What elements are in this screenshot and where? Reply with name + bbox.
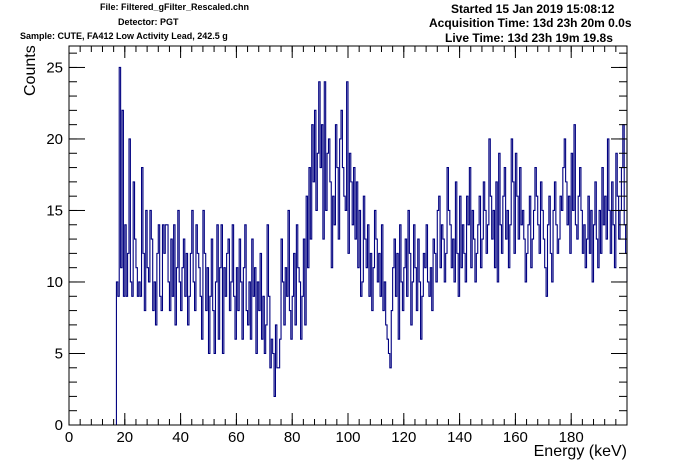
live-time: Live Time: 13d 23h 19m 19.8s (445, 31, 613, 45)
y-tick-label: 20 (46, 131, 63, 148)
x-tick-label: 160 (503, 429, 528, 446)
x-tick-label: 140 (447, 429, 472, 446)
y-tick-label: 5 (55, 345, 63, 362)
spectrum-marks (115, 66, 628, 425)
x-tick-label: 80 (284, 429, 301, 446)
x-axis-ticks: 0 20 40 60 80 100 120 140 160 180 (65, 46, 584, 446)
y-axis-ticks: 0 5 10 15 20 25 (46, 59, 627, 434)
x-tick-label: 20 (116, 429, 133, 446)
y-tick-label: 25 (46, 59, 63, 76)
x-tick-label: 120 (391, 429, 416, 446)
acquisition-time: Acquisition Time: 13d 23h 20m 0.0s (429, 16, 632, 30)
y-tick-label: 15 (46, 202, 63, 219)
file-name: File: Filtered_gFilter_Rescaled.chn (100, 2, 250, 12)
x-tick-label: 0 (65, 429, 73, 446)
spectrum-series-line (115, 66, 628, 425)
y-tick-label: 0 (55, 417, 63, 434)
sample-name: Sample: CUTE, FA412 Low Activity Lead, 2… (20, 31, 228, 41)
start-time: Started 15 Jan 2019 15:08:12 (451, 2, 615, 16)
x-tick-label: 180 (559, 429, 584, 446)
x-tick-label: 60 (228, 429, 245, 446)
x-tick-label: 40 (172, 429, 189, 446)
y-tick-label: 10 (46, 274, 63, 291)
x-tick-label: 100 (335, 429, 360, 446)
x-axis-title: Energy (keV) (534, 443, 627, 460)
detector-name: Detector: PGT (118, 17, 179, 27)
y-axis-title: Counts (22, 45, 39, 96)
